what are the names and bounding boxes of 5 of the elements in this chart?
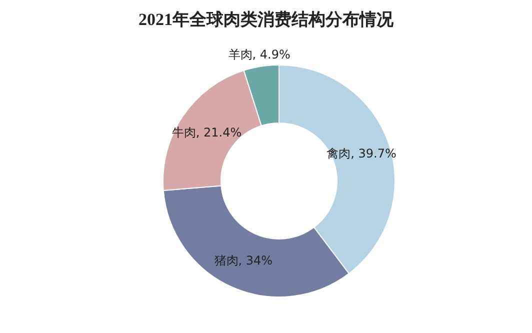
slice-label: 禽肉, 39.7% bbox=[326, 146, 396, 160]
slice-label: 羊肉, 4.9% bbox=[228, 48, 290, 62]
slice-label: 猪肉, 34% bbox=[214, 253, 273, 268]
chart-title: 2021年全球肉类消费结构分布情况 bbox=[138, 9, 394, 31]
slice-label: 牛肉, 21.4% bbox=[172, 126, 242, 140]
